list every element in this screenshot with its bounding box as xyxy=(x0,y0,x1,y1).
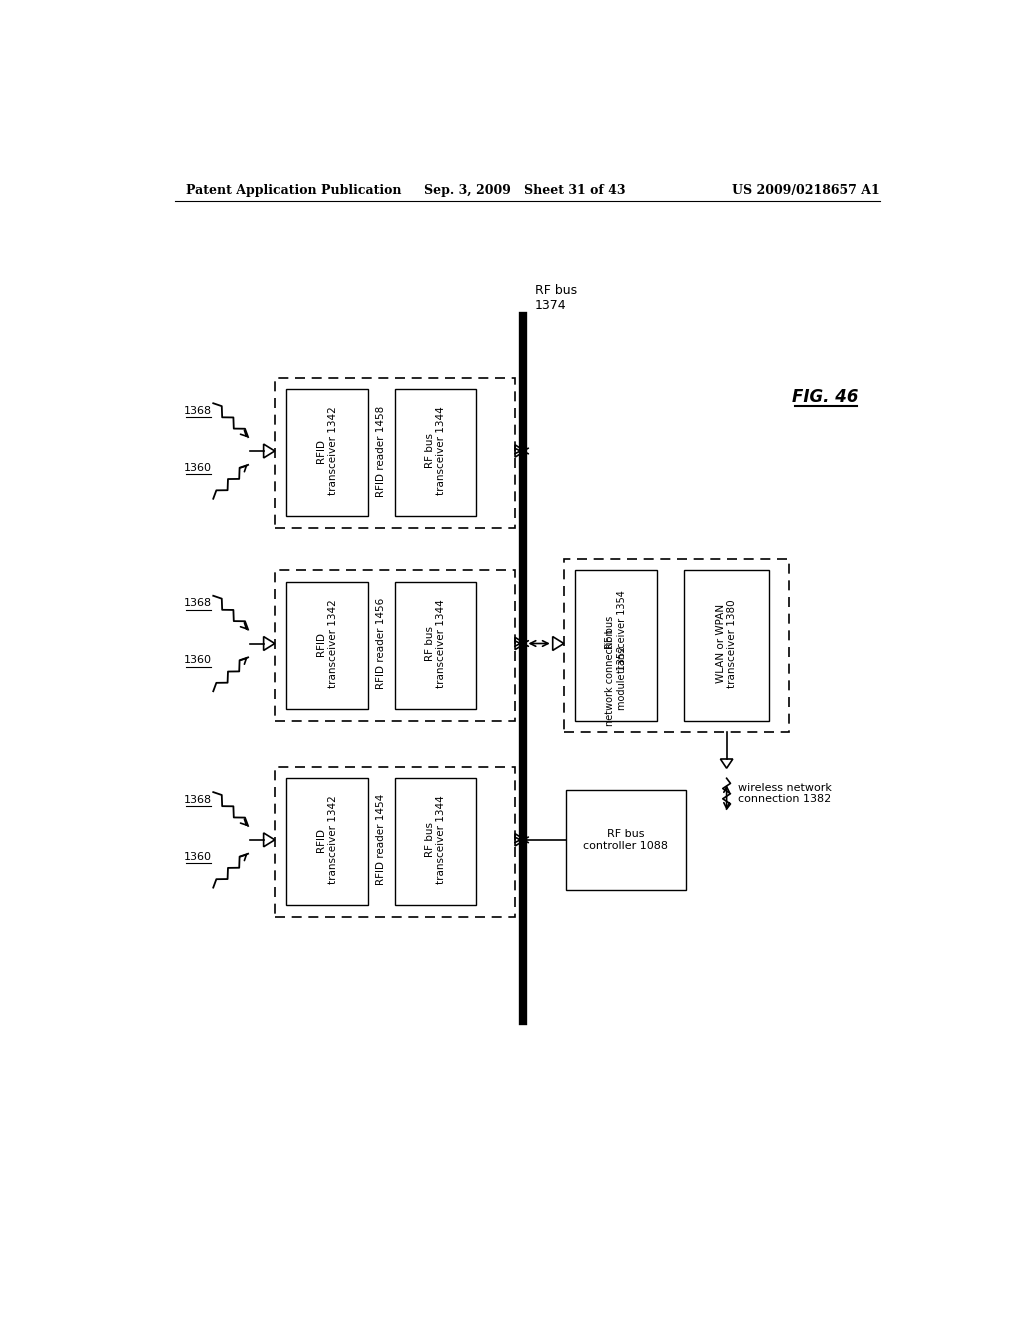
Text: RF bus
transceiver 1344: RF bus transceiver 1344 xyxy=(425,599,446,688)
Bar xyxy=(395,389,476,516)
Bar xyxy=(566,789,686,890)
Text: RFID
transceiver 1342: RFID transceiver 1342 xyxy=(316,796,338,884)
Bar xyxy=(575,570,656,721)
Text: 1360: 1360 xyxy=(183,851,212,862)
Text: RFID reader 1456: RFID reader 1456 xyxy=(376,598,385,689)
Bar xyxy=(274,767,515,917)
Text: RFID reader 1458: RFID reader 1458 xyxy=(376,405,385,496)
Text: 1368: 1368 xyxy=(183,407,212,416)
Text: 1368: 1368 xyxy=(183,598,212,609)
Bar xyxy=(564,558,788,733)
Text: network connection
module 1352: network connection module 1352 xyxy=(605,630,627,726)
Text: Sep. 3, 2009   Sheet 31 of 43: Sep. 3, 2009 Sheet 31 of 43 xyxy=(424,185,626,197)
Text: WLAN or WPAN
transceiver 1380: WLAN or WPAN transceiver 1380 xyxy=(716,599,737,688)
Bar xyxy=(287,779,368,906)
Text: RF bus
transceiver 1344: RF bus transceiver 1344 xyxy=(425,796,446,884)
Bar xyxy=(287,582,368,709)
Text: 1360: 1360 xyxy=(183,463,212,473)
Text: FIG. 46: FIG. 46 xyxy=(793,388,859,407)
Bar xyxy=(684,570,769,721)
Bar xyxy=(274,570,515,721)
Text: RFID
transceiver 1342: RFID transceiver 1342 xyxy=(316,407,338,495)
Text: RFID reader 1454: RFID reader 1454 xyxy=(376,795,385,886)
Text: wireless network
connection 1382: wireless network connection 1382 xyxy=(738,783,833,804)
Text: US 2009/0218657 A1: US 2009/0218657 A1 xyxy=(732,185,880,197)
Text: 1368: 1368 xyxy=(183,795,212,805)
Text: Patent Application Publication: Patent Application Publication xyxy=(186,185,401,197)
Bar xyxy=(274,378,515,528)
Text: RFID
transceiver 1342: RFID transceiver 1342 xyxy=(316,599,338,688)
Text: 1360: 1360 xyxy=(183,656,212,665)
Text: RF bus
transceiver 1354: RF bus transceiver 1354 xyxy=(605,590,627,673)
Text: RF bus
controller 1088: RF bus controller 1088 xyxy=(584,829,669,850)
Text: RF bus
transceiver 1344: RF bus transceiver 1344 xyxy=(425,407,446,495)
Text: RF bus
1374: RF bus 1374 xyxy=(535,284,577,313)
Bar xyxy=(287,389,368,516)
Bar xyxy=(395,582,476,709)
Bar xyxy=(395,779,476,906)
